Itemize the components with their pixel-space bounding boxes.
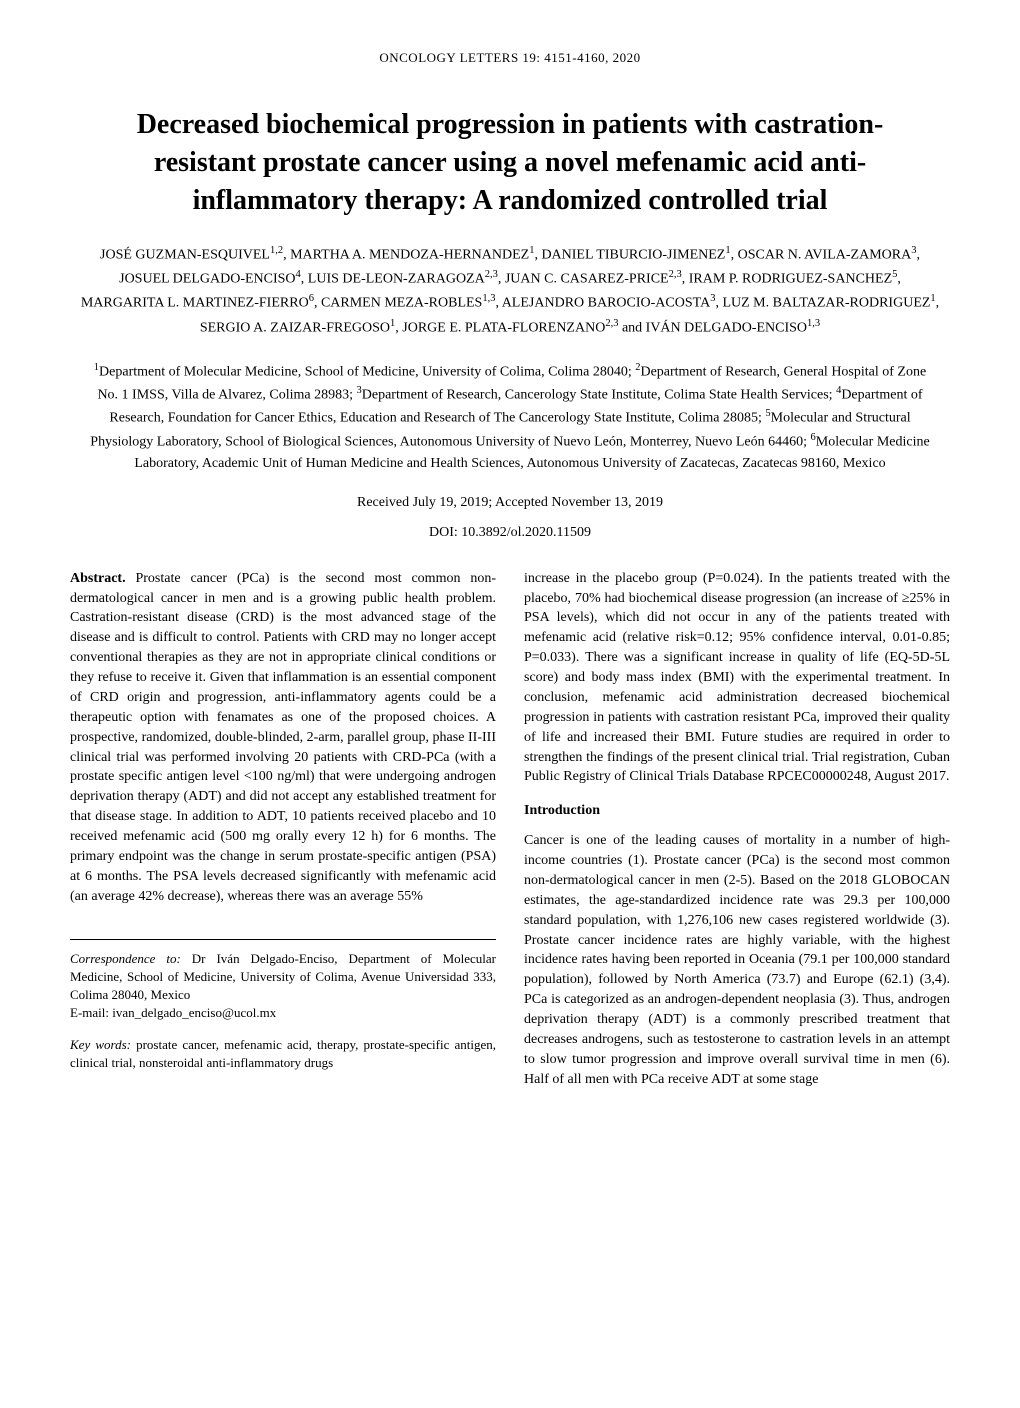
abstract-text: Prostate cancer (PCa) is the second most… [70,571,496,904]
left-column: Abstract. Prostate cancer (PCa) is the s… [70,569,496,1090]
affiliations: 1Department of Molecular Medicine, Schoo… [70,360,950,475]
correspondence-line: Correspondence to: Dr Iván Delgado-Encis… [70,950,496,1005]
received-dates: Received July 19, 2019; Accepted Novembe… [70,495,950,511]
correspondence-box: Correspondence to: Dr Iván Delgado-Encis… [70,939,496,1023]
keywords-text: prostate cancer, mefenamic acid, therapy… [70,1037,496,1070]
introduction-text: Cancer is one of the leading causes of m… [524,831,950,1089]
keywords-box: Key words: prostate cancer, mefenamic ac… [70,1036,496,1072]
article-title: Decreased biochemical progression in pat… [70,106,950,219]
introduction-heading: Introduction [524,801,950,821]
author-list: JOSÉ GUZMAN-ESQUIVEL1,2, MARTHA A. MENDO… [70,243,950,339]
abstract-paragraph: Abstract. Prostate cancer (PCa) is the s… [70,569,496,907]
page-container: ONCOLOGY LETTERS 19: 4151-4160, 2020 Dec… [0,0,1020,1140]
keywords-label: Key words: [70,1037,131,1052]
two-column-body: Abstract. Prostate cancer (PCa) is the s… [70,569,950,1090]
keywords-line: Key words: prostate cancer, mefenamic ac… [70,1036,496,1072]
running-header: ONCOLOGY LETTERS 19: 4151-4160, 2020 [70,50,950,66]
abstract-continuation: increase in the placebo group (P=0.024).… [524,569,950,788]
correspondence-email: E-mail: ivan_delgado_enciso@ucol.mx [70,1004,496,1022]
right-column: increase in the placebo group (P=0.024).… [524,569,950,1090]
correspondence-label: Correspondence to: [70,951,181,966]
doi: DOI: 10.3892/ol.2020.11509 [70,525,950,541]
abstract-label: Abstract. [70,571,126,586]
